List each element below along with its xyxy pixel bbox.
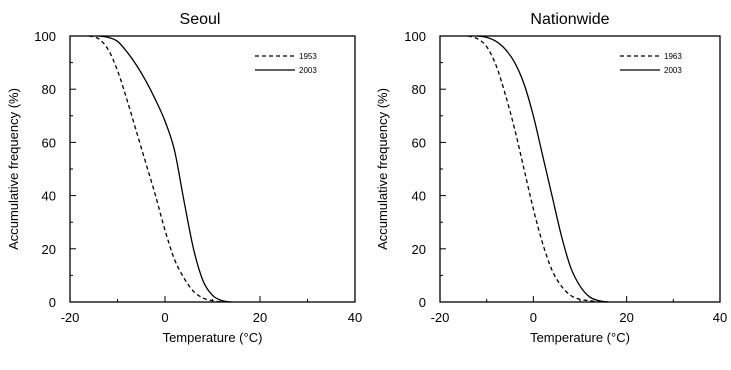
plot-frame: [69, 35, 356, 303]
y-tick-label: 60: [412, 135, 426, 150]
series-line-2003-solid: [98, 35, 232, 303]
y-axis-label: Accumulative frequency (%): [375, 88, 390, 250]
y-axis-label: Accumulative frequency (%): [6, 88, 21, 250]
series-line-2003-solid: [477, 35, 609, 303]
y-tick-label: 80: [412, 82, 426, 97]
chart-title: Nationwide: [530, 11, 609, 28]
chart-panel-0: Seoul -20 0 20 40 0 20 40 60 80 100 Temperature (°C…: [6, 11, 362, 345]
y-tick-label: 40: [42, 189, 56, 204]
x-tick-label: -20: [431, 310, 450, 325]
legend-label: 2003: [299, 66, 317, 75]
x-axis-label: Temperature (°C): [530, 330, 630, 345]
y-tick-label: 80: [42, 82, 56, 97]
x-tick-label: 0: [161, 310, 168, 325]
legend-label: 1963: [664, 52, 682, 61]
y-tick-label: 100: [404, 29, 426, 44]
y-tick-label: 0: [49, 295, 56, 310]
plot-frame: [439, 35, 721, 303]
legend-label: 1953: [299, 52, 317, 61]
x-tick-label: 0: [530, 310, 537, 325]
series-line-1963-dashed: [467, 35, 599, 303]
series-line-1953-dashed: [88, 35, 223, 303]
x-tick-label: 20: [619, 310, 633, 325]
chart-panel-1: Nationwide -20 0 20 40 0 20 40 60 80 100 Temperatur…: [375, 11, 727, 345]
x-axis-label: Temperature (°C): [163, 330, 263, 345]
y-tick-label: 100: [34, 29, 56, 44]
y-tick-label: 40: [412, 189, 426, 204]
y-tick-label: 20: [42, 242, 56, 257]
chart-title: Seoul: [180, 11, 221, 28]
y-tick-label: 20: [412, 242, 426, 257]
x-tick-label: 40: [348, 310, 362, 325]
y-tick-label: 60: [42, 135, 56, 150]
legend-label: 2003: [664, 66, 682, 75]
x-tick-label: 20: [253, 310, 267, 325]
x-tick-label: 40: [713, 310, 727, 325]
x-tick-label: -20: [61, 310, 80, 325]
y-tick-label: 0: [419, 295, 426, 310]
